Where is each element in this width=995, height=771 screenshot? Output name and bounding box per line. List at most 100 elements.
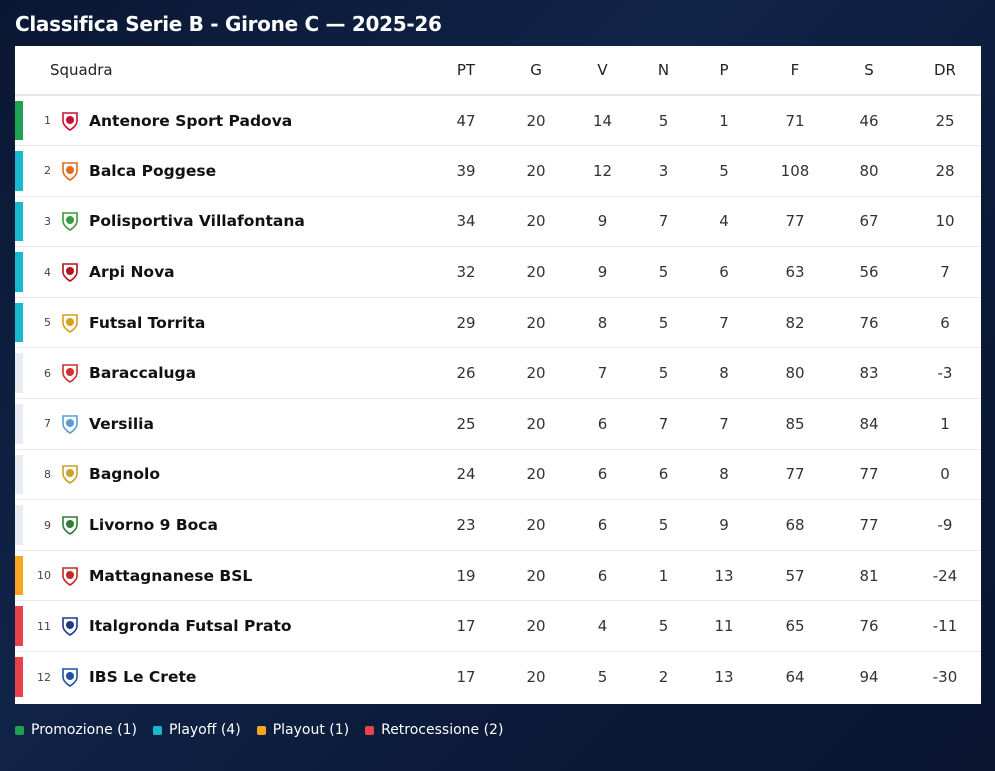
stat-p: 1 [719,111,729,130]
zone-indicator [15,454,23,495]
zone-indicator [15,657,23,698]
stat-v: 14 [592,111,613,130]
col-header-team[interactable]: Squadra [15,46,425,96]
stat-f: 63 [785,263,805,282]
livorno-crest-icon [60,515,80,535]
position-number: 1 [44,114,51,128]
zone-indicator [15,606,23,647]
team-name[interactable]: Antenore Sport Padova [89,111,293,130]
table-header-row: Squadra PT G V N P F S DR [15,46,981,96]
stat-v: 6 [597,566,608,585]
team-name[interactable]: Versilia [89,414,154,433]
team-cell[interactable]: 8 Bagnolo [15,449,425,500]
table-row[interactable]: 12 IBS Le Crete 17 20 5 2 13 64 94 -30 [15,652,981,703]
stat-n: 5 [658,111,669,130]
stat-g: 20 [526,263,546,282]
stat-s: 77 [859,516,879,535]
team-cell[interactable]: 5 Futsal Torrita [15,297,425,348]
position-number: 2 [44,164,51,178]
table-row[interactable]: 9 Livorno 9 Boca 23 20 6 5 9 68 77 -9 [15,500,981,551]
col-header-n[interactable]: N [640,46,687,96]
table-row[interactable]: 4 Arpi Nova 32 20 9 5 6 63 56 7 [15,247,981,298]
stat-g: 20 [526,364,546,383]
stat-p: 8 [719,364,729,383]
team-name[interactable]: Mattagnanese BSL [89,566,253,585]
stat-dr: -30 [932,668,958,687]
stat-pt: 47 [456,111,476,130]
table-row[interactable]: 6 Baraccaluga 26 20 7 5 8 80 83 -3 [15,348,981,399]
stat-p: 13 [714,668,734,687]
col-header-v[interactable]: V [565,46,640,96]
legend-item-playout: Playout (1) [256,722,349,738]
zone-indicator [15,353,23,394]
table-row[interactable]: 1 Antenore Sport Padova 47 20 14 5 1 71 46 25 [15,95,981,146]
col-header-p[interactable]: P [687,46,761,96]
stat-n: 5 [658,313,669,332]
stat-dr: 6 [940,313,950,332]
stat-g: 20 [526,465,546,484]
stat-dr: -9 [937,516,953,535]
stat-s: 83 [859,364,879,383]
team-name[interactable]: Italgronda Futsal Prato [89,617,292,636]
team-cell[interactable]: 7 Versilia [15,399,425,450]
team-name[interactable]: Arpi Nova [89,263,175,282]
team-name[interactable]: Balca Poggese [89,161,217,180]
legend-swatch [365,725,375,735]
stat-dr: 7 [940,263,950,282]
team-name[interactable]: Baraccaluga [89,364,197,383]
stat-v: 12 [592,161,613,180]
col-header-f[interactable]: F [761,46,829,96]
table-row[interactable]: 2 Balca Poggese 39 20 12 3 5 108 80 28 [15,146,981,197]
villafontana-crest-icon [60,211,80,232]
col-header-dr[interactable]: DR [909,46,981,96]
team-cell[interactable]: 11 Italgronda Futsal Prato [15,601,425,652]
standings-table-container: Squadra PT G V N P F S DR 1 Antenore Spor… [15,46,981,704]
team-cell[interactable]: 2 Balca Poggese [15,146,425,197]
table-row[interactable]: 3 Polisportiva Villafontana 34 20 9 7 4 77 67 10 [15,196,981,247]
position-number: 4 [44,265,51,279]
legend-item-promozione: Promozione (1) [15,722,137,738]
team-name[interactable]: Livorno 9 Boca [89,516,218,535]
stat-pt: 17 [456,617,476,636]
stat-f: 71 [785,111,805,130]
stat-p: 9 [719,516,729,535]
stat-f: 77 [785,465,805,484]
team-cell[interactable]: 9 Livorno 9 Boca [15,500,425,551]
stat-f: 68 [785,516,805,535]
col-header-g[interactable]: G [507,46,565,96]
team-cell[interactable]: 3 Polisportiva Villafontana [15,196,425,247]
standings-table: Squadra PT G V N P F S DR 1 Antenore Spor… [15,46,981,702]
stat-pt: 17 [456,668,476,687]
position-number: 3 [44,214,51,228]
team-name[interactable]: Polisportiva Villafontana [89,212,305,231]
stat-f: 80 [785,364,805,383]
stat-s: 84 [859,414,879,433]
table-row[interactable]: 10 Mattagnanese BSL 19 20 6 1 13 57 81 -24 [15,550,981,601]
team-cell[interactable]: 12 IBS Le Crete [15,652,425,703]
col-header-pt[interactable]: PT [425,46,507,96]
stat-p: 13 [714,566,734,585]
team-cell[interactable]: 4 Arpi Nova [15,247,425,298]
position-number: 9 [44,518,51,532]
team-name[interactable]: Bagnolo [89,465,161,484]
table-row[interactable]: 7 Versilia 25 20 6 7 7 85 84 1 [15,399,981,450]
table-row[interactable]: 5 Futsal Torrita 29 20 8 5 7 82 76 6 [15,297,981,348]
stat-pt: 25 [456,414,476,433]
zone-indicator [15,505,23,545]
zone-indicator [15,252,23,292]
position-number: 11 [37,619,51,633]
table-row[interactable]: 8 Bagnolo 24 20 6 6 8 77 77 0 [15,449,981,500]
legend-item-retrocessione: Retrocessione (2) [365,722,503,738]
team-cell[interactable]: 6 Baraccaluga [15,348,425,399]
team-cell[interactable]: 10 Mattagnanese BSL [15,550,425,601]
stat-p: 5 [719,161,729,180]
table-row[interactable]: 11 Italgronda Futsal Prato 17 20 4 5 11 65 76 -11 [15,601,981,652]
versilia-crest-icon [60,414,80,434]
col-header-s[interactable]: S [829,46,909,96]
team-cell[interactable]: 1 Antenore Sport Padova [15,95,425,146]
position-number: 5 [44,316,51,330]
team-name[interactable]: IBS Le Crete [89,668,197,687]
arpi-crest-icon [60,262,80,282]
team-name[interactable]: Futsal Torrita [89,313,206,332]
stat-g: 20 [526,617,546,636]
